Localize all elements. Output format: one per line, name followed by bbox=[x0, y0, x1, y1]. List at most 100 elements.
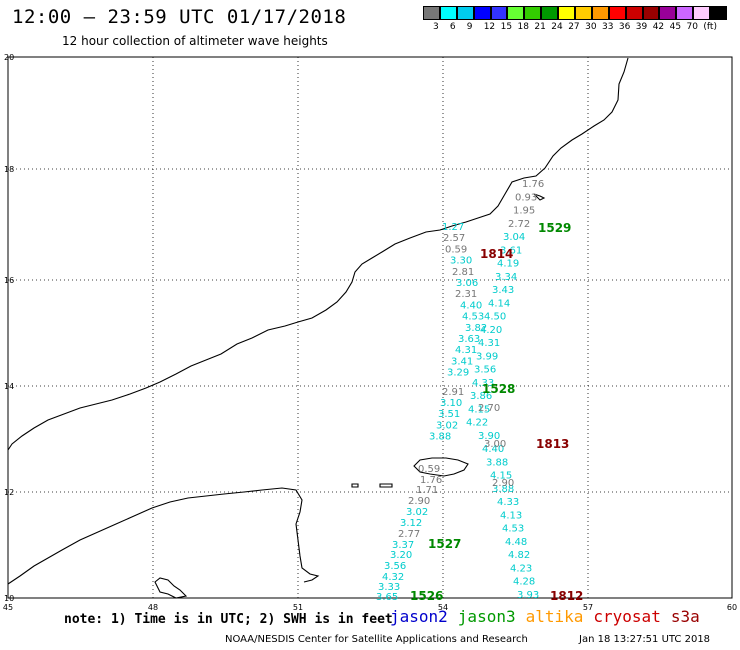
wave-height-reading: 1.27 bbox=[442, 222, 464, 233]
lat-label: 20 bbox=[4, 53, 14, 62]
legend-label: 70 bbox=[686, 22, 698, 32]
wave-height-reading: 3.93 bbox=[517, 590, 539, 601]
pass-time-label: 1529 bbox=[538, 221, 571, 235]
wave-height-reading: 2.70 bbox=[478, 403, 500, 414]
wave-height-reading: 3.06 bbox=[456, 278, 478, 289]
wave-height-reading: 3.82 bbox=[465, 323, 487, 334]
legend-label: (ft) bbox=[703, 22, 717, 32]
legend-label: 15 bbox=[500, 22, 513, 32]
wave-height-reading: 3.33 bbox=[378, 582, 400, 593]
wave-height-reading: 4.50 bbox=[484, 312, 506, 323]
wave-height-reading: 3.43 bbox=[492, 285, 514, 296]
wave-height-reading: 2.57 bbox=[443, 233, 465, 244]
legend-label: 45 bbox=[669, 22, 682, 32]
wave-height-reading: 3.88 bbox=[429, 432, 451, 443]
satellite-label-cryosat: cryosat bbox=[593, 607, 661, 626]
wave-height-reading: 3.41 bbox=[451, 356, 473, 367]
wave-height-reading: 1.76 bbox=[420, 475, 442, 486]
pass-time-label: 1813 bbox=[536, 437, 569, 451]
legend-swatch bbox=[439, 6, 457, 20]
legend-swatch bbox=[659, 6, 677, 20]
pass-time-label: 1526 bbox=[410, 589, 443, 603]
wave-height-reading: 2.72 bbox=[508, 219, 530, 230]
wave-height-reading: 3.65 bbox=[376, 592, 398, 603]
generated-timestamp: Jan 18 13:27:51 UTC 2018 bbox=[579, 634, 711, 645]
legend-label: 9 bbox=[466, 22, 473, 32]
wave-height-reading: 3.56 bbox=[384, 561, 406, 572]
wave-height-reading: 4.48 bbox=[505, 537, 527, 548]
wave-height-reading: 4.53 bbox=[462, 312, 484, 323]
pass-time-label: 1814 bbox=[480, 247, 513, 261]
wave-height-reading: 4.23 bbox=[510, 563, 532, 574]
legend-swatch bbox=[625, 6, 643, 20]
wave-height-reading: 4.15 bbox=[468, 404, 490, 415]
islet-2 bbox=[379, 483, 393, 488]
wave-height-reading: 2.81 bbox=[452, 267, 474, 278]
wave-height-reading: 4.33 bbox=[497, 497, 519, 508]
wave-height-tracks: 1.76 0.93 1.95 2.72 3.04 3.61 4.19 3.34 3.43 4.14… bbox=[376, 179, 583, 603]
satellite-label-jason2: jason2 bbox=[390, 607, 448, 626]
wave-height-reading: 0.59 bbox=[418, 464, 440, 475]
wave-height-reading: 1.76 bbox=[522, 179, 544, 190]
legend-swatch bbox=[693, 6, 711, 20]
wave-height-reading: 3.34 bbox=[495, 272, 517, 283]
wave-height-reading: 3.12 bbox=[400, 518, 422, 529]
wave-height-reading: 3.20 bbox=[390, 550, 412, 561]
satellite-legend: jason2 jason3 altika cryosat s3a bbox=[390, 607, 710, 626]
wave-height-reading: 1.71 bbox=[416, 485, 438, 496]
legend-swatch bbox=[524, 6, 542, 20]
lat-label: 14 bbox=[4, 382, 14, 391]
wave-height-reading: 0.59 bbox=[445, 244, 467, 255]
lon-label: 48 bbox=[148, 603, 158, 612]
wave-height-reading: 1.95 bbox=[513, 206, 535, 217]
pass-time-label: 1527 bbox=[428, 537, 461, 551]
wave-height-reading: 4.33 bbox=[472, 378, 494, 389]
lat-label: 10 bbox=[4, 594, 14, 603]
lat-label: 16 bbox=[4, 276, 14, 285]
wave-height-reading: 3.61 bbox=[500, 245, 522, 256]
wave-height-reading: 3.10 bbox=[440, 398, 462, 409]
legend-label: 21 bbox=[534, 22, 546, 32]
color-scale-legend bbox=[423, 6, 728, 20]
wave-height-reading: 3.02 bbox=[436, 420, 458, 431]
legend-label: 3 bbox=[433, 22, 439, 32]
wave-height-reading: 4.40 bbox=[460, 300, 482, 311]
legend-swatch bbox=[490, 6, 508, 20]
lon-label: 51 bbox=[293, 603, 303, 612]
coastline bbox=[7, 57, 629, 599]
legend-swatch bbox=[541, 6, 559, 20]
legend-label: 6 bbox=[449, 22, 456, 32]
satellite-label-jason3: jason3 bbox=[457, 607, 516, 626]
wave-height-reading: 3.88 bbox=[486, 457, 508, 468]
legend-swatch bbox=[676, 6, 694, 20]
longitude-labels: 45 48 51 54 57 60 bbox=[3, 603, 737, 612]
map-subtitle: 12 hour collection of altimeter wave hei… bbox=[62, 34, 328, 48]
legend-label: 42 bbox=[652, 22, 665, 32]
legend-swatch bbox=[608, 6, 626, 20]
island-cluster bbox=[533, 193, 546, 201]
footer-note: note: 1) Time is in UTC; 2) SWH is in fe… bbox=[64, 612, 393, 627]
wave-height-reading: 3.29 bbox=[447, 368, 469, 379]
wave-height-reading: 3.37 bbox=[392, 540, 414, 551]
somali-coast bbox=[7, 487, 320, 585]
wave-height-reading: 4.19 bbox=[497, 259, 519, 270]
wave-height-reading: 4.31 bbox=[478, 338, 500, 349]
legend-label: 36 bbox=[618, 22, 631, 32]
wave-height-reading: 4.22 bbox=[466, 418, 488, 429]
lon-label: 54 bbox=[438, 603, 448, 612]
wave-height-reading: 3.51 bbox=[438, 409, 460, 420]
pass-time-label: 1812 bbox=[550, 589, 583, 603]
wave-height-reading: 2.90 bbox=[408, 496, 430, 507]
wave-height-reading: 2.91 bbox=[442, 387, 464, 398]
satellite-label-altika: altika bbox=[525, 607, 584, 626]
lat-label: 18 bbox=[4, 165, 14, 174]
legend-swatch bbox=[423, 6, 440, 20]
wave-height-reading: 4.28 bbox=[513, 577, 535, 588]
wave-height-reading: 3.86 bbox=[470, 391, 492, 402]
wave-height-reading: 2.77 bbox=[398, 529, 420, 540]
wave-height-reading: 3.00 bbox=[484, 439, 506, 450]
legend-swatch bbox=[507, 6, 525, 20]
legend-swatch bbox=[710, 6, 728, 20]
wave-height-reading: 4.20 bbox=[480, 325, 502, 336]
